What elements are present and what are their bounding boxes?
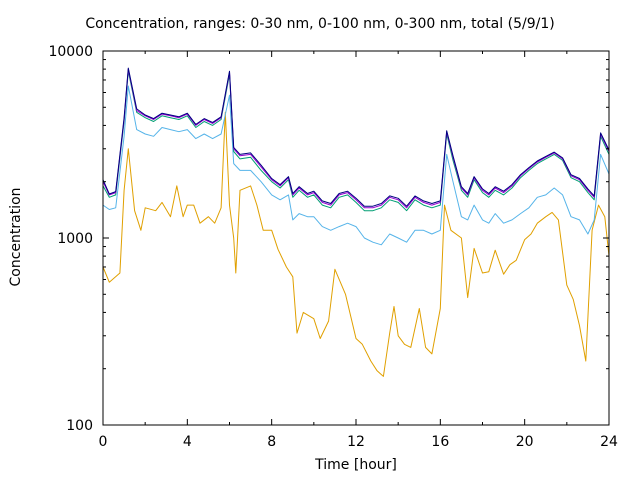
y-tick-label: 10000 [48,44,93,60]
x-tick-label: 24 [600,434,618,450]
x-tick-label: 0 [99,434,108,450]
ticks-layer: 0 4 8 12 16 20 24 100 1000 10000 [48,44,618,450]
x-axis-label: Time [hour] [315,457,397,473]
x-tick-label: 12 [347,434,365,450]
plot-frame [102,50,610,426]
y-tick-label: 100 [66,418,93,434]
series-line-4 [102,68,610,209]
series-layer [102,67,610,377]
y-axis-label: Concentration [8,187,24,287]
y-tick-label: 1000 [57,231,93,247]
series-line-5 [102,67,610,207]
series-line-3 [102,70,610,212]
x-tick-label: 4 [183,434,192,450]
x-tick-label: 16 [431,434,449,450]
series-line-2 [102,85,610,246]
series-line-1 [102,111,610,377]
chart-title: Concentration, ranges: 0-30 nm, 0-100 nm… [85,16,555,32]
x-tick-label: 8 [267,434,276,450]
x-tick-label: 20 [516,434,534,450]
